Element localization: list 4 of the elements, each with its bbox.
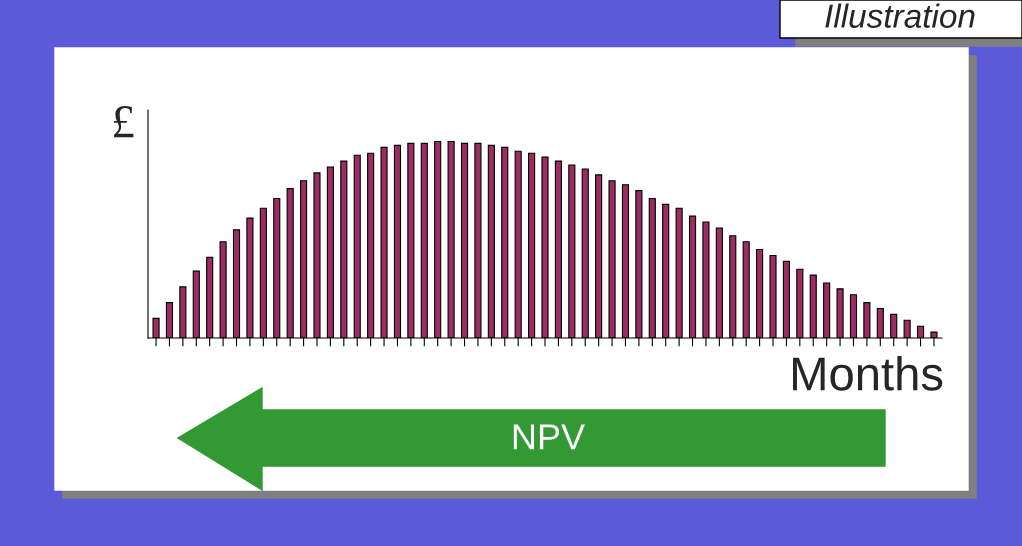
y-axis-title: £ — [113, 106, 134, 138]
x-axis-title: Months — [793, 355, 943, 391]
text: NPV — [513, 424, 585, 450]
chart-title: Illustration — [825, 3, 975, 28]
